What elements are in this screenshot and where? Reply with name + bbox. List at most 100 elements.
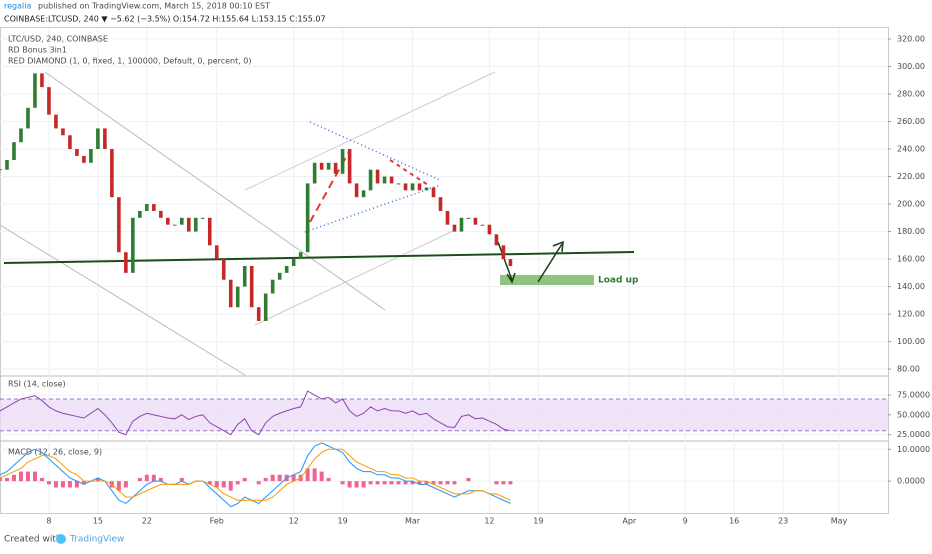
series-line <box>0 448 511 501</box>
histogram-bar <box>326 477 331 482</box>
histogram-bar <box>382 481 387 485</box>
rsi-title: RSI (14, close) <box>8 380 66 389</box>
histogram-bar <box>445 481 450 485</box>
candle <box>291 259 296 266</box>
histogram-bar <box>11 474 16 482</box>
footer-text: Created with <box>4 535 62 545</box>
candle <box>26 107 30 129</box>
histogram-bar <box>95 477 100 482</box>
candle <box>124 252 128 273</box>
y-tick-label: 120.00 <box>897 310 925 319</box>
candle <box>186 217 191 232</box>
candle <box>47 87 51 115</box>
arrow-down <box>497 241 516 284</box>
candle <box>340 149 345 174</box>
histogram-bar <box>494 481 499 485</box>
histogram-bar <box>158 477 163 482</box>
y-tick-label: 75.0000 <box>897 391 930 400</box>
x-tick-label: 8 <box>46 517 51 526</box>
histogram-bar <box>438 481 443 485</box>
candle <box>33 73 37 108</box>
candle <box>452 224 457 232</box>
x-tick-label: 12 <box>289 517 299 526</box>
series-line <box>0 442 511 508</box>
load-zone <box>500 275 594 285</box>
candle <box>228 279 233 308</box>
histogram-bar <box>466 477 471 482</box>
candle <box>333 162 338 174</box>
candle <box>312 162 317 184</box>
y-tick-label: 25.0000 <box>897 430 930 439</box>
y-tick-label: 0.0000 <box>897 477 925 486</box>
candle <box>103 128 107 150</box>
candle <box>40 73 44 88</box>
histogram-bar <box>123 481 128 488</box>
candle <box>131 217 135 273</box>
candle <box>284 265 289 273</box>
x-tick-label: Mar <box>405 517 421 526</box>
candle <box>494 234 499 246</box>
candle <box>82 155 86 163</box>
candle <box>193 217 198 232</box>
candle <box>347 149 352 184</box>
candle <box>159 210 163 218</box>
y-tick-label: 180.00 <box>897 227 925 236</box>
candle <box>389 176 394 184</box>
arrow-up <box>537 240 564 283</box>
histogram-bar <box>221 481 226 488</box>
indicator-label: RED DIAMOND (1, 0, fixed, 1, 100000, Def… <box>8 57 252 66</box>
channel-line <box>244 71 496 191</box>
series-line <box>0 390 511 436</box>
candle <box>200 217 205 219</box>
x-tick-label: May <box>831 517 848 526</box>
author[interactable]: regalia <box>4 2 31 11</box>
candle <box>96 128 100 150</box>
histogram-bar <box>396 481 401 485</box>
annotation: Load up <box>598 276 639 286</box>
candle <box>75 149 79 156</box>
y-tick-label: 50.0000 <box>897 410 930 419</box>
histogram-bar <box>214 481 219 488</box>
candle <box>508 259 513 266</box>
candle <box>12 142 16 161</box>
candle <box>249 265 254 308</box>
histogram-bar <box>4 477 9 482</box>
rsi-band <box>0 398 888 431</box>
candle <box>242 265 247 287</box>
candle <box>263 293 268 321</box>
histogram-bar <box>361 481 366 488</box>
histogram-bar <box>508 481 513 485</box>
histogram-bar <box>375 481 380 485</box>
histogram-bar <box>410 481 415 485</box>
x-tick-label: 19 <box>533 517 543 526</box>
candle <box>361 190 366 198</box>
histogram-bar <box>46 481 51 485</box>
candle <box>326 162 331 170</box>
candle <box>61 128 65 136</box>
macd-title: MACD (12, 26, close, 9) <box>8 448 102 457</box>
histogram-bar <box>39 477 44 482</box>
candle <box>256 307 261 321</box>
footer-brand[interactable]: TradingView <box>69 535 124 545</box>
histogram-bar <box>256 481 261 485</box>
logo <box>56 534 66 544</box>
histogram-bar <box>144 474 149 482</box>
candle <box>277 272 282 280</box>
y-tick-label: 320.00 <box>897 35 925 44</box>
x-tick-label: 19 <box>338 517 348 526</box>
candle <box>459 217 464 232</box>
histogram-bar <box>431 481 436 485</box>
candle <box>19 128 23 143</box>
y-tick-label: 10.0000 <box>897 445 930 454</box>
histogram-bar <box>305 468 310 482</box>
histogram-bar <box>74 481 79 488</box>
histogram-bar <box>424 481 429 485</box>
published: published on TradingView.com, March 15, … <box>38 2 270 11</box>
histogram-bar <box>319 471 324 482</box>
candle <box>54 114 58 129</box>
y-tick-label: 160.00 <box>897 255 925 264</box>
x-tick-label: 16 <box>729 517 739 526</box>
x-tick-label: 15 <box>93 517 103 526</box>
candle <box>375 169 380 184</box>
